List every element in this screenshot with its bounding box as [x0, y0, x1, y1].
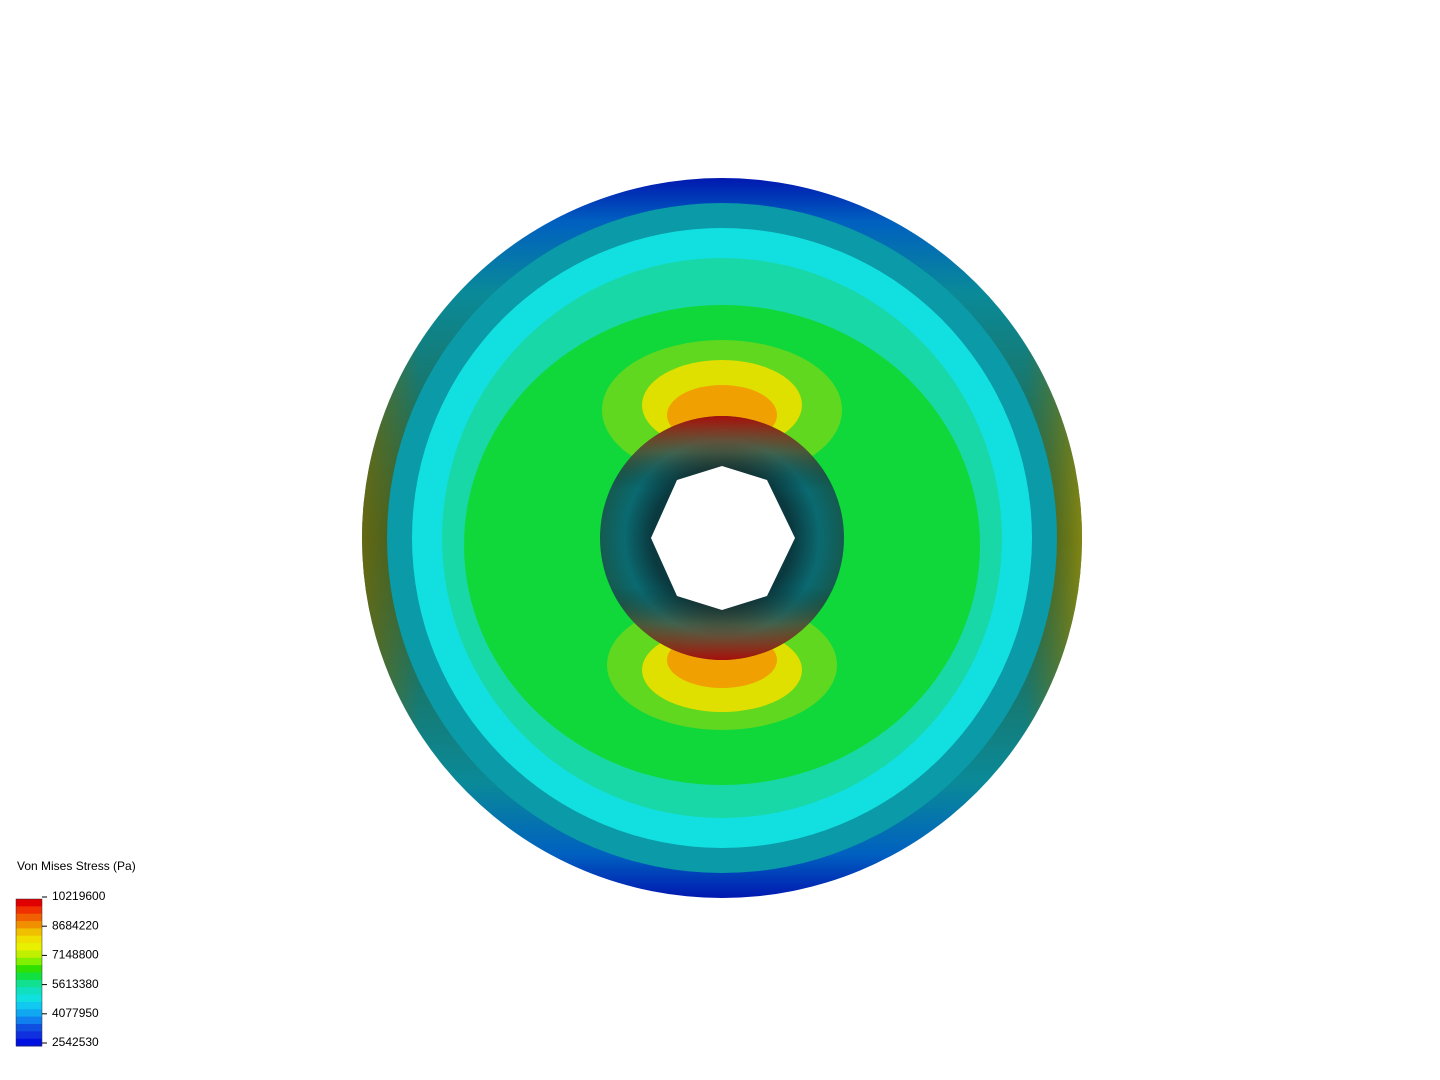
- color-band: [16, 943, 42, 951]
- color-band: [16, 921, 42, 929]
- color-band: [16, 1009, 42, 1018]
- color-band: [16, 928, 42, 937]
- color-band: [16, 906, 42, 915]
- color-band: [16, 965, 42, 973]
- tick-label: 2542530: [52, 1035, 99, 1049]
- color-band: [16, 950, 42, 959]
- color-band: [16, 935, 42, 944]
- color-band: [16, 972, 42, 981]
- color-band: [16, 957, 42, 966]
- color-band: [16, 1031, 42, 1040]
- tick-label: 5613380: [52, 977, 99, 991]
- color-band: [16, 1001, 42, 1010]
- tick-label: 7148800: [52, 948, 99, 962]
- legend-title: Von Mises Stress (Pa): [17, 859, 136, 873]
- tick-label: 4077950: [52, 1006, 99, 1020]
- color-band: [16, 979, 42, 988]
- color-band: [16, 987, 42, 996]
- model: [362, 178, 1082, 898]
- color-band: [16, 1038, 42, 1047]
- tick-label: 8684220: [52, 918, 99, 932]
- color-band: [16, 994, 42, 1003]
- tick-label: 10219600: [52, 889, 106, 903]
- color-band: [16, 1023, 42, 1032]
- color-bar-frame: [15, 898, 43, 1047]
- color-band: [16, 899, 42, 907]
- color-band: [16, 1016, 42, 1025]
- color-band: [16, 913, 42, 922]
- legend: Von Mises Stress (Pa) 10219600 8684220 714…: [15, 859, 136, 1049]
- color-bar: [16, 899, 42, 1047]
